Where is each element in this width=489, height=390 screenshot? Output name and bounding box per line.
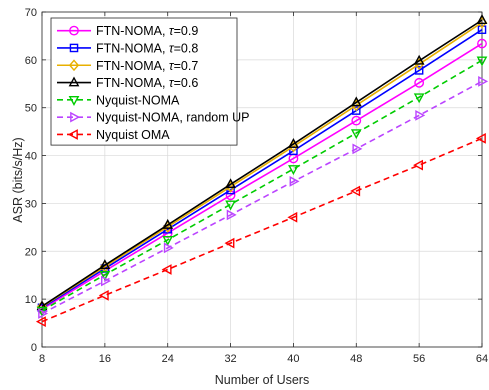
data-point <box>352 143 363 155</box>
data-point <box>224 237 235 249</box>
data-point <box>350 129 362 140</box>
series-7 <box>35 132 486 328</box>
series-layer <box>35 14 489 328</box>
legend-label: Nyquist-NOMA, random UP <box>96 111 250 125</box>
legend-marker <box>68 95 80 106</box>
x-tick-label: 64 <box>476 353 488 365</box>
x-tick-label: 24 <box>162 353 174 365</box>
legend-item: FTN-NOMA, τ=0.6 <box>57 76 198 90</box>
data-point <box>350 185 361 197</box>
legend-item: FTN-NOMA, τ=0.9 <box>57 24 198 38</box>
data-point <box>225 200 236 211</box>
data-point <box>36 300 48 311</box>
axis-ticks: 8 16 24 32 40 48 56 64 0 10 20 30 40 50 60 70 <box>25 7 488 365</box>
legend-marker <box>69 25 79 36</box>
legend-item: FTN-NOMA, τ=0.8 <box>57 41 198 55</box>
legend-item: Nyquist-NOMA <box>57 93 180 107</box>
legend-label: Nyquist-NOMA <box>96 93 180 107</box>
x-tick-label: 8 <box>39 353 45 365</box>
series-line <box>41 29 483 309</box>
x-axis-label: Number of Users <box>215 373 309 387</box>
x-tick-label: 48 <box>350 353 362 365</box>
legend-label: FTN-NOMA, τ=0.7 <box>96 59 198 73</box>
data-point <box>288 165 299 176</box>
data-point <box>477 25 487 34</box>
x-tick-label: 56 <box>413 353 425 365</box>
series-5 <box>36 56 488 317</box>
legend-box <box>50 17 238 146</box>
legend: FTN-NOMA, τ=0.9 FTN-NOMA, τ=0.8 FTN-NOMA, … <box>50 17 250 146</box>
y-axis-label: ASR (bits/s/Hz) <box>11 137 25 222</box>
x-tick-label: 32 <box>224 353 236 365</box>
series-line <box>41 21 483 308</box>
data-point <box>38 308 49 319</box>
data-point <box>413 93 425 104</box>
data-point <box>478 76 489 87</box>
data-point <box>414 77 425 88</box>
data-point <box>162 218 174 229</box>
data-point <box>35 316 46 328</box>
data-point <box>476 56 488 67</box>
legend-label: FTN-NOMA, τ=0.9 <box>96 24 198 38</box>
y-tick-label: 20 <box>25 246 37 258</box>
data-point <box>225 178 236 189</box>
data-point <box>477 38 487 49</box>
data-point <box>415 109 426 121</box>
series-line <box>41 19 483 307</box>
data-point <box>162 235 174 246</box>
series-line <box>41 80 483 315</box>
y-tick-label: 40 <box>25 151 37 163</box>
y-tick-label: 30 <box>25 198 37 210</box>
data-point <box>226 209 237 221</box>
data-point <box>351 115 362 126</box>
data-point <box>99 270 111 281</box>
data-point <box>289 176 300 187</box>
legend-marker <box>67 129 78 140</box>
y-tick-label: 10 <box>25 294 37 306</box>
legend-marker <box>69 43 79 53</box>
y-tick-label: 70 <box>25 7 37 19</box>
legend-label: FTN-NOMA, τ=0.6 <box>96 76 198 90</box>
data-point <box>476 14 488 24</box>
legend-item: Nyquist OMA <box>57 128 170 142</box>
y-tick-label: 60 <box>25 55 37 67</box>
data-point <box>413 159 423 171</box>
data-point <box>161 264 172 275</box>
data-point <box>352 106 361 115</box>
data-point <box>475 132 486 144</box>
legend-item: FTN-NOMA, τ=0.7 <box>57 59 198 73</box>
series-6 <box>38 76 489 319</box>
legend-label: FTN-NOMA, τ=0.8 <box>96 41 198 55</box>
legend-item: Nyquist-NOMA, random UP <box>57 111 250 125</box>
y-tick-label: 50 <box>25 103 37 115</box>
y-tick-label: 0 <box>31 342 37 354</box>
legend-marker <box>70 111 81 123</box>
data-point <box>413 54 425 65</box>
data-point <box>99 259 111 270</box>
legend-label: Nyquist OMA <box>96 128 170 142</box>
plot-area <box>41 11 483 348</box>
data-point <box>350 96 362 107</box>
legend-marker <box>68 76 80 87</box>
data-point <box>163 242 174 254</box>
x-tick-label: 16 <box>99 353 111 365</box>
data-point <box>414 66 424 75</box>
x-tick-label: 40 <box>287 353 299 365</box>
series-4 <box>36 14 488 311</box>
series-line <box>41 42 483 310</box>
legend-marker <box>68 59 80 72</box>
data-point <box>98 289 109 301</box>
data-point <box>287 211 298 223</box>
series-line <box>41 59 483 312</box>
data-point <box>101 275 111 287</box>
data-point <box>288 137 299 148</box>
